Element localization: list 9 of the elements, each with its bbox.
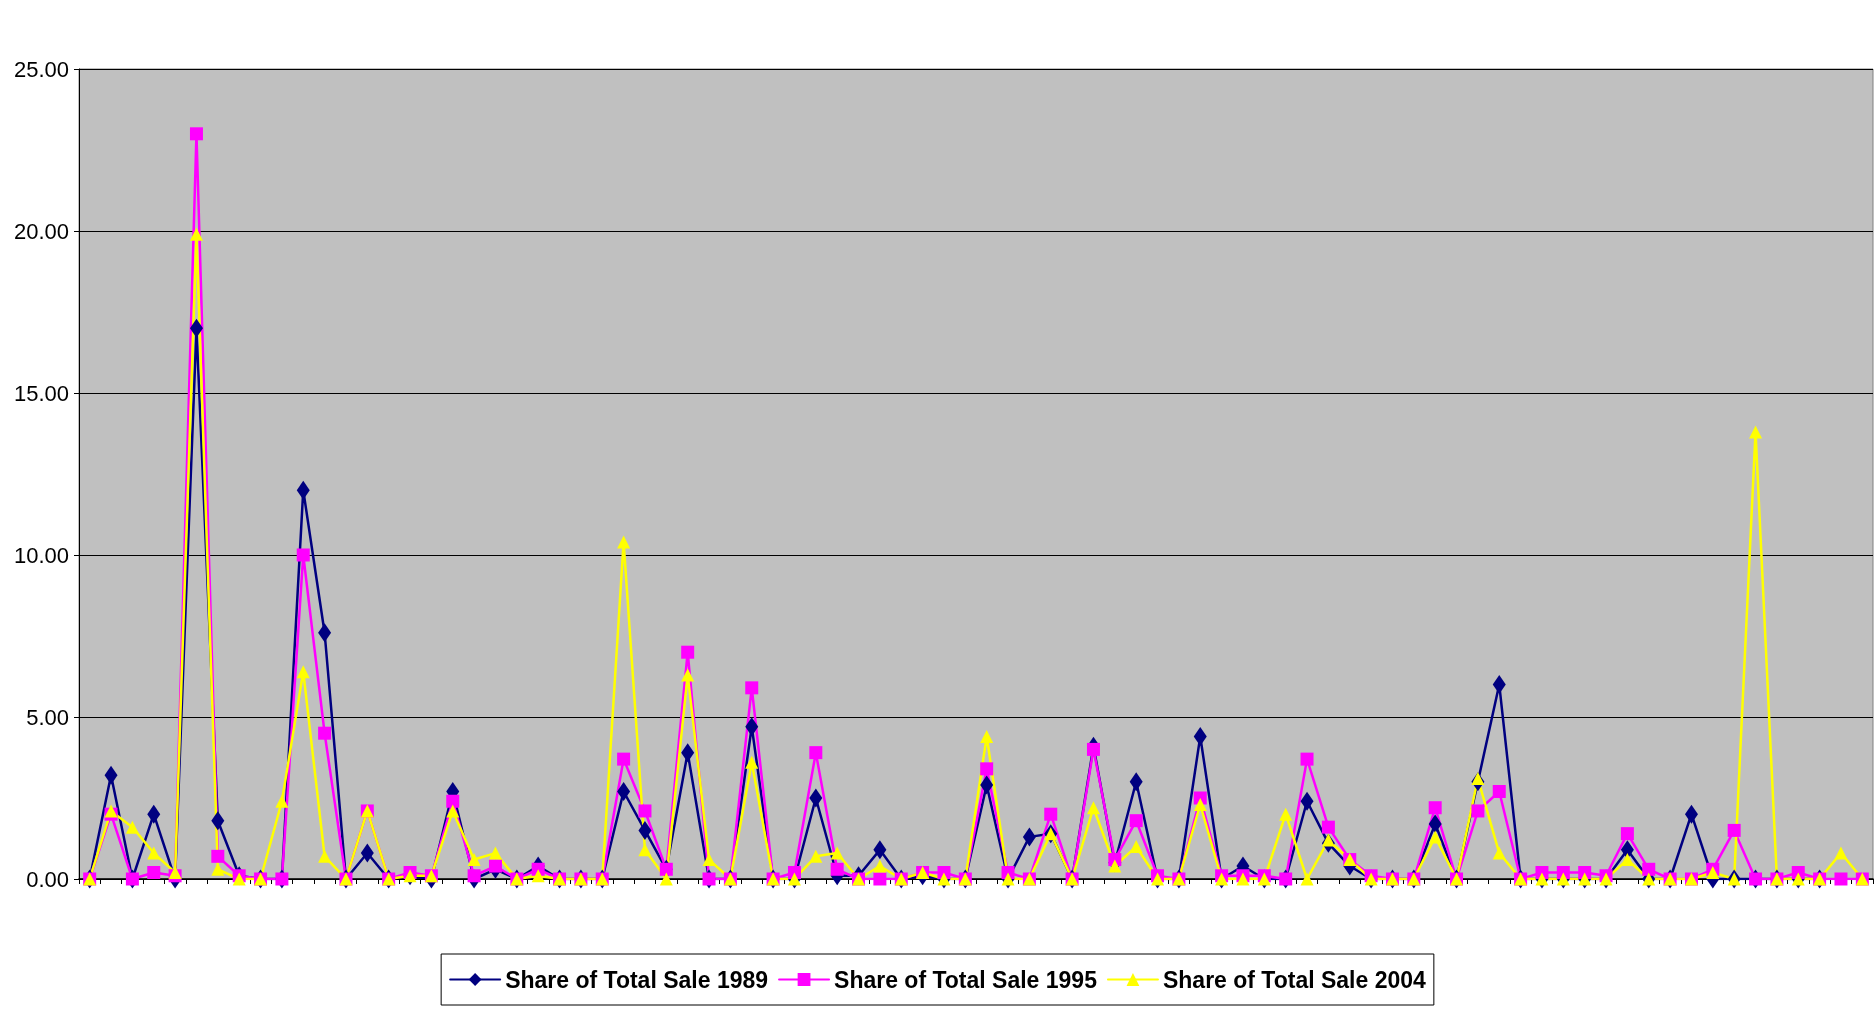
y-tick-label: 15.00 xyxy=(13,380,69,406)
y-tick-label: 25.00 xyxy=(13,56,69,82)
y-tick-label: 10.00 xyxy=(13,542,69,568)
legend-label: Share of Total Sale 1995 xyxy=(834,966,1098,993)
y-tick-label: 20.00 xyxy=(13,218,69,244)
y-tick-label: 0.00 xyxy=(26,866,69,892)
legend-label: Share of Total Sale 2004 xyxy=(1162,966,1427,993)
legend-label: Share of Total Sale 1989 xyxy=(505,966,769,993)
y-tick-label: 5.00 xyxy=(26,704,69,730)
